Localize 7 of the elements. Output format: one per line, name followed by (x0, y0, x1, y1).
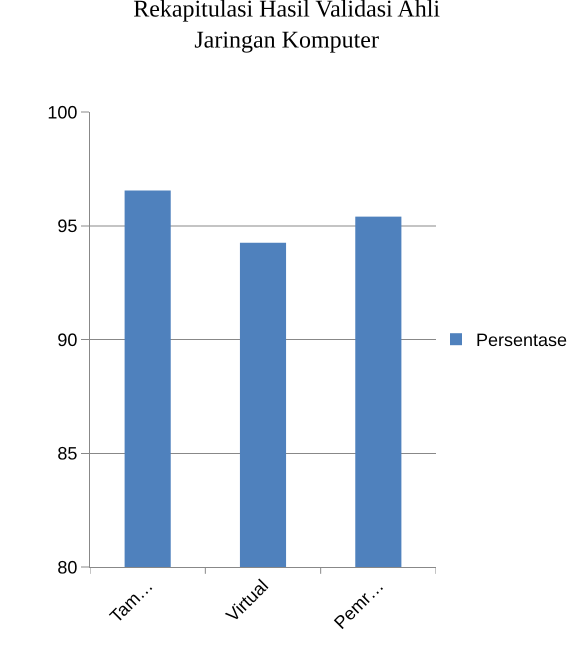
y-tick-label: 95 (57, 216, 78, 236)
y-tick-label: 80 (57, 557, 78, 578)
y-tick-label: 90 (57, 330, 78, 350)
legend-label: Persentase (476, 330, 568, 350)
y-tick-label: 100 (47, 102, 78, 122)
y-tick-label: 85 (57, 444, 78, 464)
chart-title: Rekapitulasi Hasil Validasi Ahli Jaringan Komputer (133, 0, 440, 54)
